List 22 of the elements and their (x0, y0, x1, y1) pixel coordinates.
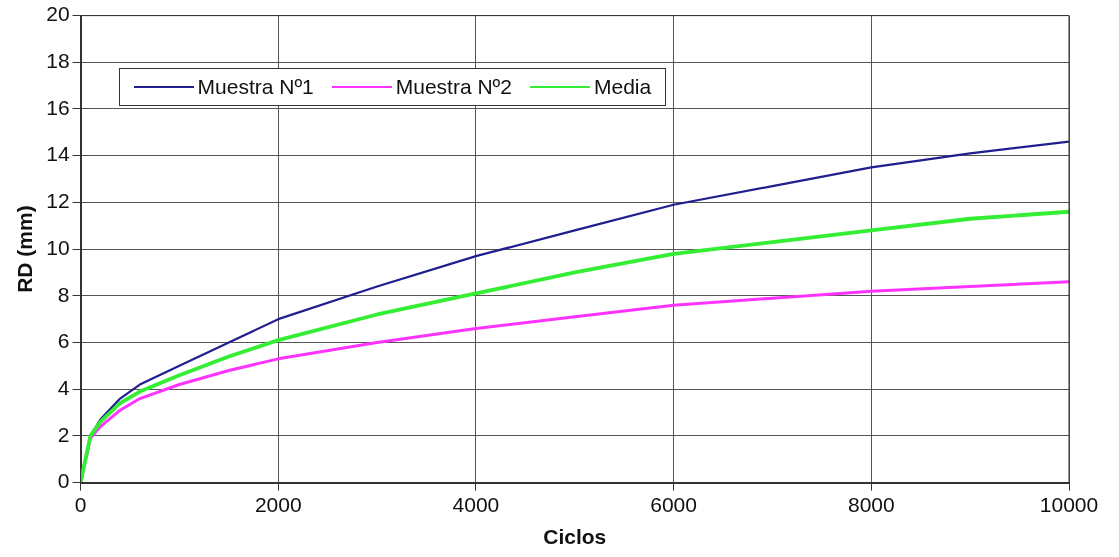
y-tick-label: 14 (46, 142, 70, 166)
y-axis-title: RD (mm) (13, 205, 37, 293)
y-tick-label: 16 (46, 95, 70, 119)
y-tick-label: 2 (57, 422, 70, 446)
legend-label: Muestra Nº2 (395, 74, 512, 99)
y-tick-label: 8 (57, 282, 70, 306)
x-tick-label: 2000 (254, 493, 302, 516)
y-tick-label: 4 (57, 376, 70, 399)
y-tick-label: 6 (57, 329, 70, 353)
x-tick-label: 0 (74, 493, 87, 516)
legend-label: Media (593, 74, 652, 99)
y-tick-label: 20 (46, 2, 70, 26)
x-tick-label: 4000 (452, 493, 500, 516)
x-tick-label: 6000 (650, 493, 697, 516)
y-tick-label: 12 (46, 189, 70, 213)
y-tick-label: 0 (57, 469, 70, 493)
legend-label: Muestra Nº1 (197, 74, 314, 99)
x-tick-label: 8000 (847, 493, 895, 516)
y-tick-label: 18 (46, 49, 70, 73)
y-tick-label: 10 (46, 235, 70, 259)
x-tick-label: 10000 (1039, 493, 1099, 516)
x-axis-title: Ciclos (543, 525, 607, 549)
